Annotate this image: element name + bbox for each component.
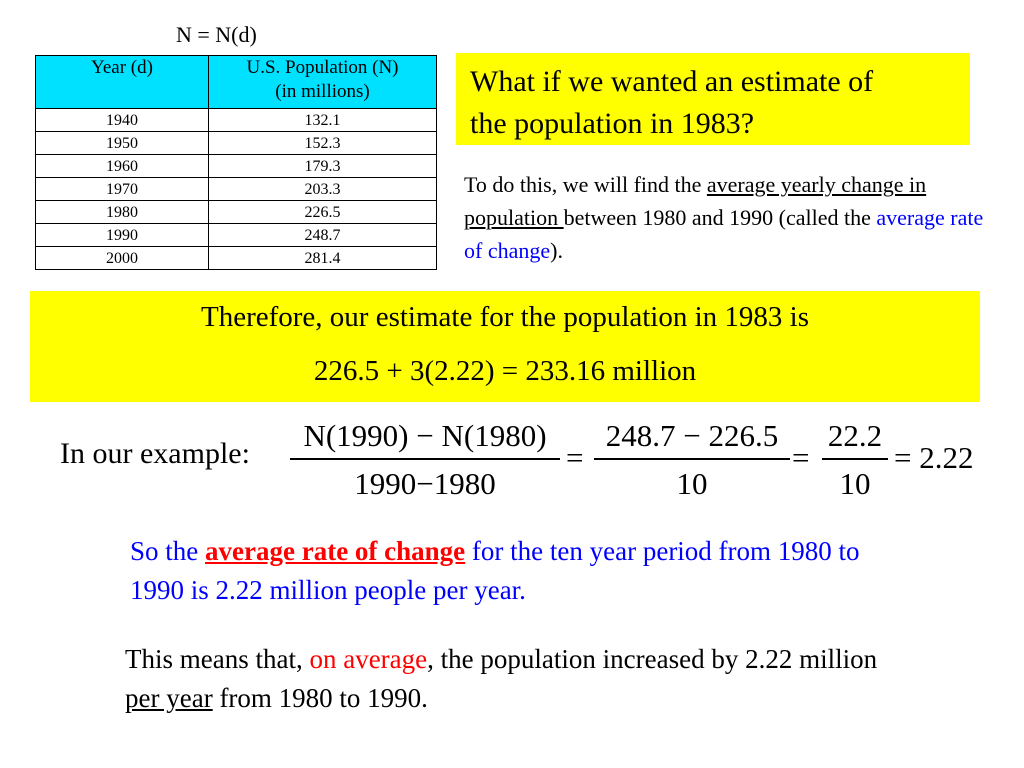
cell-population: 248.7 bbox=[208, 223, 437, 247]
meaning-text-2: , the population increased by 2.22 milli… bbox=[427, 644, 878, 674]
cell-population: 132.1 bbox=[208, 108, 437, 132]
cell-year: 1960 bbox=[35, 154, 209, 178]
fraction-2: 248.7 − 226.5 10 bbox=[594, 418, 790, 502]
example-label: In our example: bbox=[60, 437, 250, 470]
equals-sign-2: = bbox=[792, 440, 810, 475]
table-title: N = N(d) bbox=[176, 22, 257, 47]
fraction-1-numerator: N(1990) − N(1980) bbox=[303, 418, 547, 453]
fraction-3-denominator: 10 bbox=[839, 466, 871, 501]
header-year: Year (d) bbox=[35, 55, 209, 109]
equals-sign-1: = bbox=[566, 440, 584, 475]
cell-population: 281.4 bbox=[208, 246, 437, 270]
question-callout: What if we wanted an estimate of the pop… bbox=[456, 53, 970, 145]
conclusion-text-1: So the bbox=[130, 536, 206, 566]
population-table: Year (d) U.S. Population (N) (in million… bbox=[35, 55, 437, 270]
cell-year: 2000 bbox=[35, 246, 209, 270]
cell-population: 179.3 bbox=[208, 154, 437, 178]
header-population: U.S. Population (N) (in millions) bbox=[208, 55, 437, 109]
cell-population: 152.3 bbox=[208, 131, 437, 155]
fraction-3: 22.2 10 bbox=[822, 418, 888, 502]
fraction-2-numerator: 248.7 − 226.5 bbox=[605, 418, 779, 453]
header-population-line2: (in millions) bbox=[275, 81, 370, 102]
estimate-callout: Therefore, our estimate for the populati… bbox=[30, 291, 980, 402]
fraction-3-numerator: 22.2 bbox=[827, 418, 883, 453]
conclusion-paragraph: So the average rate of change for the te… bbox=[130, 532, 910, 610]
meaning-paragraph: This means that, on average, the populat… bbox=[125, 640, 905, 718]
fraction-1: N(1990) − N(1980) 1990−1980 bbox=[290, 418, 560, 502]
table-row: 1950 152.3 bbox=[35, 131, 437, 155]
estimate-line2: 226.5 + 3(2.22) = 233.16 million bbox=[313, 355, 697, 387]
fraction-1-denominator: 1990−1980 bbox=[354, 466, 496, 501]
conclusion-text-2: for the ten year period from 1980 to 199… bbox=[130, 536, 860, 605]
cell-year: 1980 bbox=[35, 200, 209, 224]
table-row: 1960 179.3 bbox=[35, 154, 437, 178]
question-line2: the population in 1983? bbox=[470, 107, 755, 140]
explanation-paragraph: To do this, we will find the average yea… bbox=[464, 168, 1004, 267]
explain-blue-term: average rate of change bbox=[464, 205, 984, 263]
meaning-text-1: This means that, bbox=[125, 644, 310, 674]
cell-year: 1970 bbox=[35, 177, 209, 201]
table-header-row: Year (d) U.S. Population (N) (in million… bbox=[35, 55, 437, 109]
fraction-1-bar bbox=[290, 458, 560, 460]
explain-text-1: To do this, we will find the bbox=[464, 172, 707, 197]
table-row: 2000 281.4 bbox=[35, 246, 437, 270]
question-line1: What if we wanted an estimate of bbox=[470, 65, 874, 98]
fraction-2-denominator: 10 bbox=[676, 466, 708, 501]
table-row: 1940 132.1 bbox=[35, 108, 437, 132]
cell-population: 203.3 bbox=[208, 177, 437, 201]
cell-year: 1990 bbox=[35, 223, 209, 247]
explain-underlined-term: average yearly change in population bbox=[464, 172, 927, 230]
table-row: 1990 248.7 bbox=[35, 223, 437, 247]
table-row: 1980 226.5 bbox=[35, 200, 437, 224]
explain-text-3: ). bbox=[550, 238, 563, 263]
fraction-3-bar bbox=[822, 458, 888, 460]
meaning-text-3: from 1980 to 1990. bbox=[212, 683, 428, 713]
result-value: = 2.22 bbox=[894, 440, 974, 475]
cell-population: 226.5 bbox=[208, 200, 437, 224]
fraction-2-bar bbox=[594, 458, 790, 460]
estimate-line1: Therefore, our estimate for the populati… bbox=[200, 301, 810, 333]
explain-text-2: between 1980 and 1990 (called the bbox=[563, 205, 877, 230]
cell-year: 1950 bbox=[35, 131, 209, 155]
conclusion-red-term: average rate of change bbox=[205, 536, 466, 566]
header-population-line1: U.S. Population (N) bbox=[246, 57, 399, 78]
meaning-red-term: on average bbox=[309, 644, 428, 674]
table-row: 1970 203.3 bbox=[35, 177, 437, 201]
meaning-underlined-term: per year bbox=[125, 683, 213, 713]
cell-year: 1940 bbox=[35, 108, 209, 132]
